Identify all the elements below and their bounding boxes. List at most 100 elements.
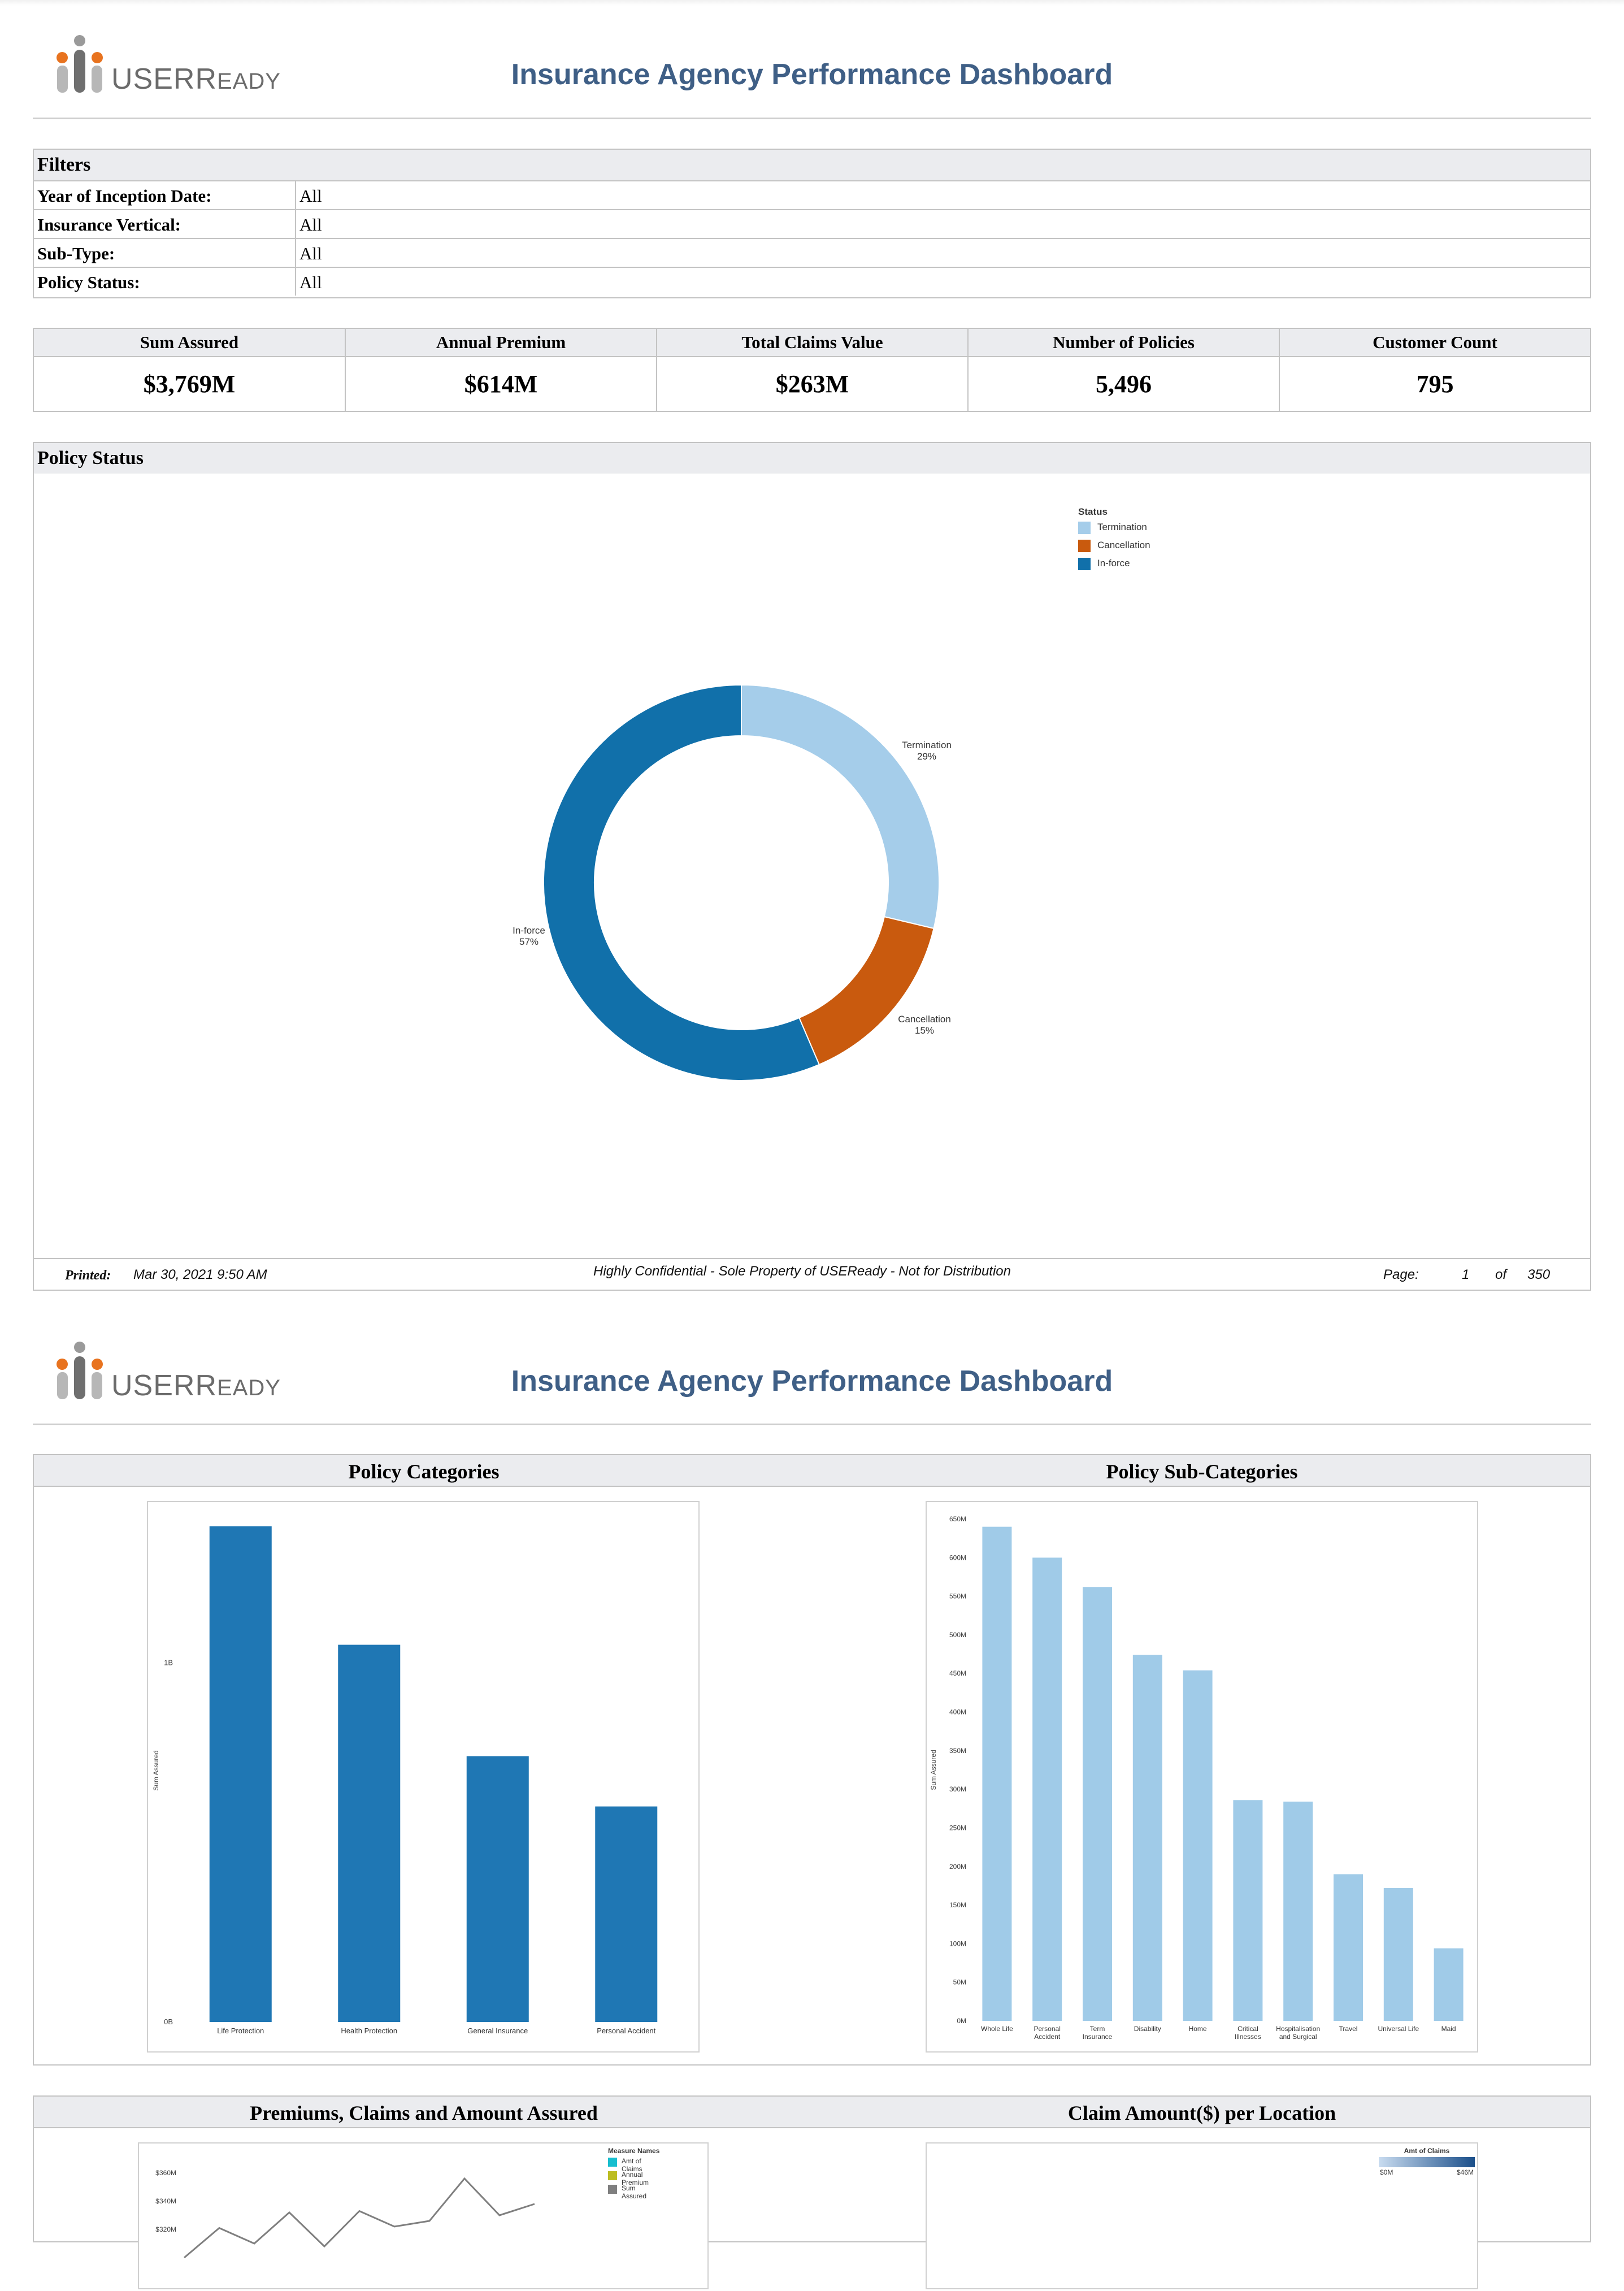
legend-label: Annual Premium bbox=[622, 2171, 649, 2186]
useready-logo: USERREADY bbox=[54, 33, 280, 101]
donut-label: In-force bbox=[513, 925, 545, 936]
filter-value[interactable]: All bbox=[299, 244, 322, 263]
bar[interactable] bbox=[1283, 1802, 1313, 2021]
y-tick-label: 450M bbox=[949, 1669, 966, 1677]
y-axis-label: Sum Assured bbox=[152, 1750, 160, 1790]
donut-slice-inforce[interactable] bbox=[543, 684, 820, 1081]
x-tick-label: Term Insurance bbox=[1083, 2025, 1113, 2041]
policy-subcategories-chart: Sum Assured 0M 50M 100M 150M 200M 250M 300M 350M… bbox=[930, 1515, 1464, 2041]
status-legend: Status Termination Cancellation In-force bbox=[1078, 506, 1248, 574]
legend-item-inforce[interactable]: In-force bbox=[1078, 556, 1248, 574]
printed-label: Printed: bbox=[65, 1268, 111, 1283]
x-tick-label: Health Protection bbox=[341, 2027, 397, 2035]
filter-label: Insurance Vertical: bbox=[37, 215, 181, 235]
filter-label: Policy Status: bbox=[37, 272, 140, 292]
legend-label: Amt of Claims bbox=[622, 2157, 642, 2173]
donut-slice-termination[interactable] bbox=[741, 684, 940, 930]
y-tick-label: 650M bbox=[949, 1515, 966, 1523]
legend-item-termination[interactable]: Termination bbox=[1078, 520, 1248, 538]
bar[interactable] bbox=[1334, 1874, 1363, 2021]
bar[interactable] bbox=[1132, 1655, 1162, 2021]
legend-item-premium[interactable]: Annual Premium bbox=[608, 2168, 659, 2186]
legend-label: Cancellation bbox=[1097, 540, 1150, 550]
bar[interactable] bbox=[1083, 1587, 1112, 2021]
filter-row-vertical[interactable]: Insurance Vertical: All bbox=[34, 209, 1590, 238]
policy-categories-chart: Sum Assured 0B 1B Life Protection Health Pro… bbox=[152, 1526, 658, 2035]
kpi-value: 5,496 bbox=[1096, 370, 1152, 398]
y-tick-label: 200M bbox=[949, 1863, 966, 1871]
legend-item-sum-assured[interactable]: Sum Assured bbox=[608, 2182, 659, 2200]
filter-row-status[interactable]: Policy Status: All bbox=[34, 267, 1590, 296]
x-tick-label: Life Protection bbox=[217, 2027, 264, 2035]
bar[interactable] bbox=[1434, 1948, 1464, 2021]
x-tick-label: Personal Accident bbox=[597, 2027, 655, 2035]
y-tick-label: 500M bbox=[949, 1631, 966, 1639]
y-tick-label: 600M bbox=[949, 1554, 966, 1561]
y-tick-label: $320M bbox=[155, 2225, 176, 2233]
bar[interactable] bbox=[982, 1526, 1012, 2021]
kpi-strip: Sum Assured $3,769M Annual Premium $614M… bbox=[33, 328, 1591, 412]
filter-row-subtype[interactable]: Sub-Type: All bbox=[34, 238, 1590, 267]
y-tick-label: 0M bbox=[957, 2017, 966, 2025]
kpi-customer-count: Customer Count 795 bbox=[1280, 329, 1590, 411]
x-tick-label: Travel bbox=[1339, 2025, 1358, 2033]
category-charts-panel: Policy Categories Policy Sub-Categories … bbox=[33, 1454, 1591, 2066]
policy-status-heading: Policy Status bbox=[34, 443, 1590, 474]
page-current: 1 bbox=[1462, 1267, 1470, 1282]
legend-title: Measure Names bbox=[608, 2147, 660, 2155]
bar[interactable] bbox=[1383, 1888, 1413, 2021]
bar[interactable] bbox=[466, 1756, 529, 2022]
sum-assured-line[interactable] bbox=[184, 2177, 535, 2259]
legend-swatch bbox=[608, 2185, 617, 2194]
page-title-page2: Insurance Agency Performance Dashboard bbox=[511, 1365, 1113, 1398]
x-tick-label: Critical Illnesses bbox=[1235, 2025, 1261, 2041]
kpi-label: Customer Count bbox=[1280, 329, 1590, 357]
bar[interactable] bbox=[209, 1526, 272, 2022]
filters-heading: Filters bbox=[34, 150, 1590, 180]
donut-value-label: 29% bbox=[917, 751, 936, 762]
donut-slice-cancellation[interactable] bbox=[798, 915, 935, 1066]
bar[interactable] bbox=[1032, 1557, 1062, 2021]
legend-item-cancellation[interactable]: Cancellation bbox=[1078, 538, 1248, 556]
policy-categories-frame: Sum Assured 0B 1B Life Protection Health Pro… bbox=[147, 1501, 700, 2053]
kpi-value: $3,769M bbox=[143, 370, 236, 398]
logo-people-icon bbox=[57, 35, 103, 93]
x-tick-label: General Insurance bbox=[467, 2027, 528, 2035]
kpi-label: Total Claims Value bbox=[657, 329, 967, 357]
x-tick-label: Maid bbox=[1441, 2025, 1456, 2033]
y-tick-label: 1B bbox=[164, 1658, 173, 1667]
page-title: Insurance Agency Performance Dashboard bbox=[511, 58, 1113, 91]
bar[interactable] bbox=[1183, 1670, 1213, 2021]
x-tick-label: Universal Life bbox=[1378, 2025, 1419, 2033]
legend-label: Sum Assured bbox=[622, 2184, 647, 2200]
legend-label: In-force bbox=[1097, 558, 1130, 569]
premiums-claims-title: Premiums, Claims and Amount Assured bbox=[250, 2102, 598, 2124]
x-tick-label: Hospitalisation and Surgical bbox=[1276, 2025, 1320, 2041]
y-tick-label: 250M bbox=[949, 1824, 966, 1832]
filter-value[interactable]: All bbox=[299, 215, 322, 235]
filter-row-year[interactable]: Year of Inception Date: All bbox=[34, 180, 1590, 209]
bar[interactable] bbox=[595, 1806, 658, 2022]
legend-item-claims[interactable]: Amt of Claims bbox=[608, 2155, 659, 2173]
measure-legend: Measure Names Amt of Claims Annual Premi… bbox=[608, 2147, 660, 2200]
top-shade bbox=[0, 0, 1624, 6]
bar[interactable] bbox=[1233, 1800, 1263, 2021]
logo-wordmark: USERREADY bbox=[111, 63, 281, 96]
filter-value[interactable]: All bbox=[299, 272, 322, 292]
filter-value[interactable]: All bbox=[299, 186, 322, 206]
legend-swatch bbox=[1078, 540, 1091, 552]
donut-label: Termination bbox=[902, 740, 952, 750]
legend-swatch bbox=[608, 2171, 617, 2180]
x-tick-label: Whole Life bbox=[981, 2025, 1013, 2033]
donut-label: Cancellation bbox=[898, 1014, 951, 1025]
kpi-annual-premium: Annual Premium $614M bbox=[346, 329, 657, 411]
legend-swatch bbox=[1078, 558, 1091, 570]
page-total: 350 bbox=[1527, 1267, 1551, 1282]
bar[interactable] bbox=[338, 1645, 401, 2023]
policy-categories-title: Policy Categories bbox=[348, 1460, 500, 1483]
y-tick-label: 400M bbox=[949, 1708, 966, 1716]
premiums-line-frame: $320M $340M $360M Measure Names Amt of Cla… bbox=[138, 2142, 709, 2289]
claims-gradient-ticks: $0M $46M bbox=[1379, 2167, 1475, 2177]
donut-value-label: 15% bbox=[915, 1025, 934, 1036]
